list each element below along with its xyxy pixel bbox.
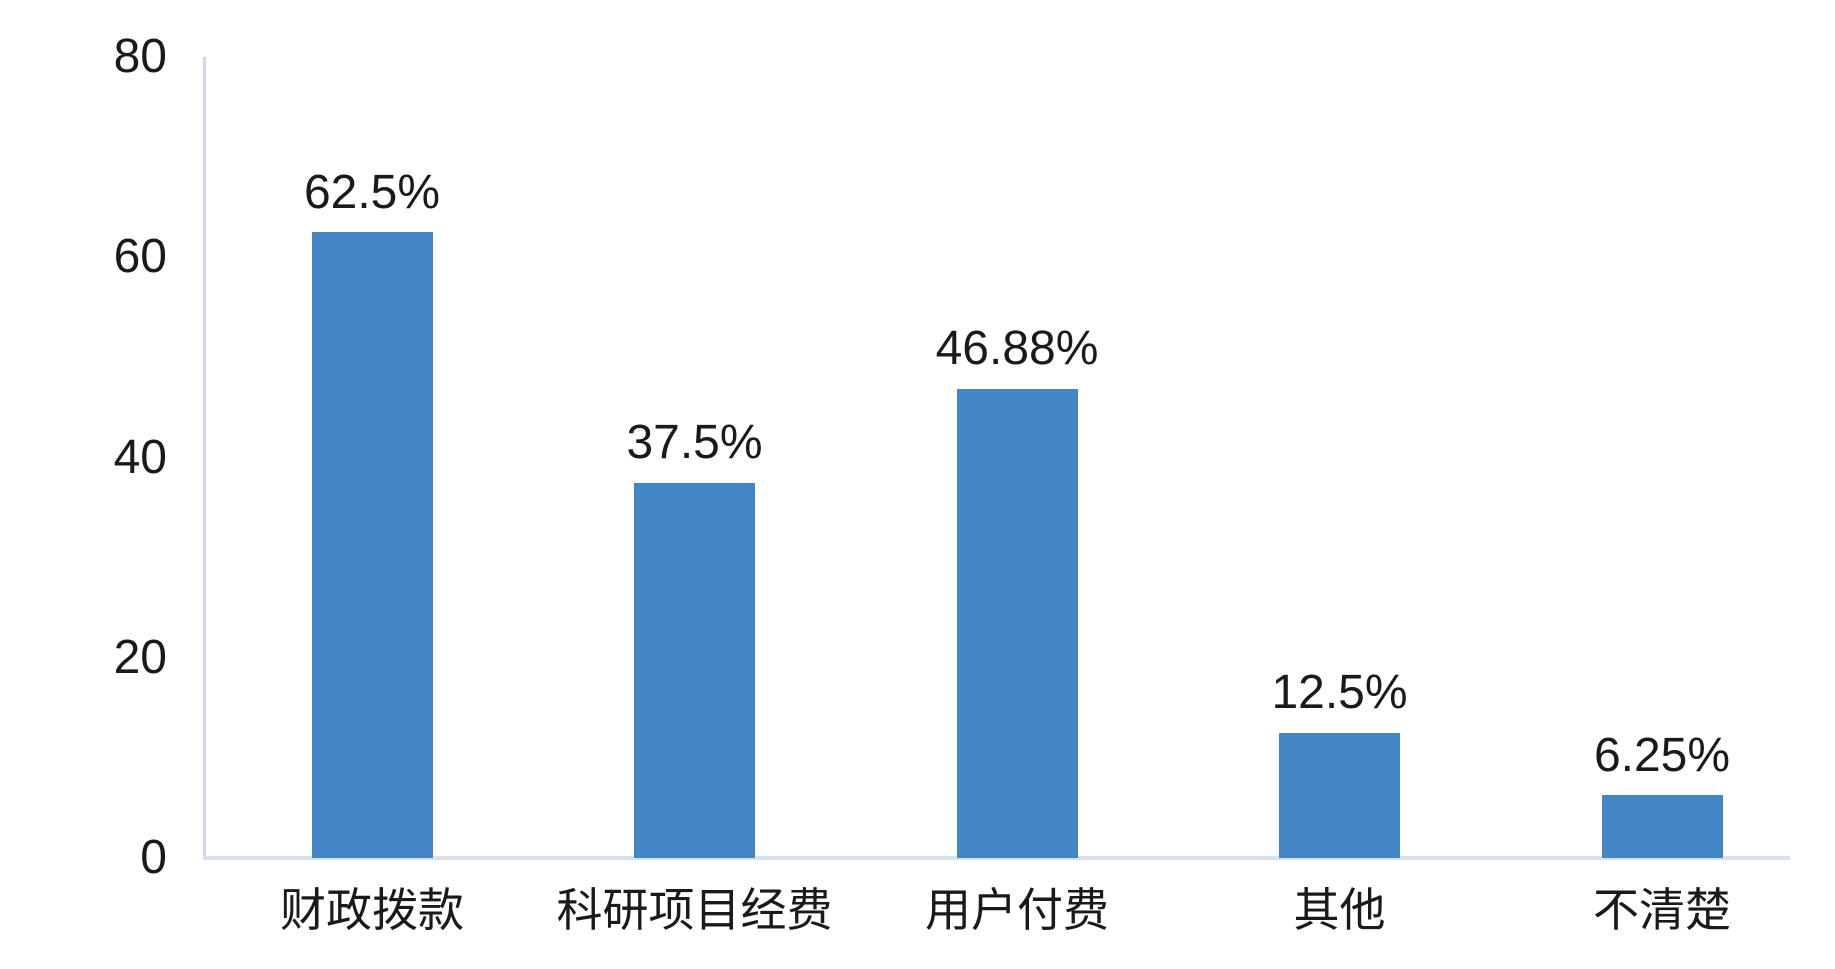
bar-value-label: 37.5%: [626, 416, 763, 470]
bar-value-label: 12.5%: [1271, 666, 1408, 720]
y-axis-line: [203, 57, 206, 858]
x-category-label: 用户付费: [925, 884, 1109, 936]
y-tick-label: 60: [113, 230, 167, 284]
bar-value-label: 6.25%: [1593, 729, 1731, 783]
y-tick-label: 20: [113, 630, 167, 684]
x-category-label: 不清楚: [1593, 884, 1731, 936]
bar: [1601, 795, 1723, 858]
bar-value-label: 46.88%: [935, 322, 1099, 376]
x-category-label: 科研项目经费: [556, 884, 833, 936]
bar: [311, 232, 433, 858]
x-category-label: 其他: [1293, 884, 1386, 936]
x-axis-line: [203, 856, 1790, 860]
bar: [1279, 732, 1400, 858]
bar: [634, 482, 755, 858]
bar: [956, 388, 1078, 858]
y-tick-label: 40: [113, 430, 167, 484]
y-tick-label: 80: [113, 30, 167, 83]
y-tick-label: 0: [140, 831, 167, 884]
bar-value-label: 62.5%: [303, 165, 441, 219]
x-category-label: 财政拨款: [280, 884, 464, 936]
